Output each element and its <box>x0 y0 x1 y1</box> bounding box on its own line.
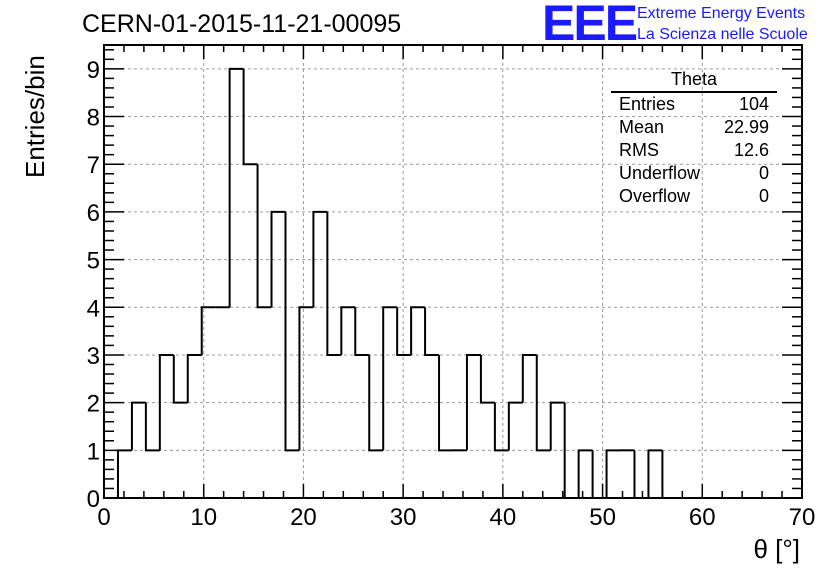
histogram-bin <box>438 354 453 452</box>
stats-label: RMS <box>619 140 659 160</box>
stats-row-underflow: Underflow 0 <box>611 162 777 185</box>
stats-title: Theta <box>611 68 777 93</box>
axis-ticks <box>103 45 803 499</box>
x-tick-label: 40 <box>490 504 517 531</box>
histogram-bin <box>130 401 146 451</box>
histogram-bin <box>312 210 328 308</box>
run-title: CERN-01-2015-11-21-00095 <box>82 10 402 38</box>
y-axis-label: Entries/bin <box>20 55 50 178</box>
stats-row-rms: RMS 12.6 <box>611 139 777 162</box>
histogram-bin <box>256 164 272 309</box>
histogram-bin <box>549 401 565 451</box>
histogram-bin <box>647 449 663 498</box>
histogram-bin <box>368 354 384 452</box>
x-tick-label: 30 <box>390 504 417 531</box>
histogram-bin <box>200 306 216 355</box>
stats-row-entries: Entries 104 <box>611 93 777 116</box>
histogram-bin <box>270 210 286 308</box>
x-tick-label: 60 <box>689 504 716 531</box>
histogram-bin <box>493 402 509 452</box>
x-tick-label: 10 <box>190 504 217 531</box>
stats-row-overflow: Overflow 0 <box>611 185 777 208</box>
histogram-bin <box>382 306 398 451</box>
y-tick-label: 9 <box>87 57 100 84</box>
histogram-bin <box>396 307 412 356</box>
histogram-bin <box>507 401 523 451</box>
y-tick-label: 3 <box>87 343 100 370</box>
histogram-bin <box>284 211 300 452</box>
histogram-bin <box>479 354 495 404</box>
stats-label: Mean <box>619 117 665 137</box>
histogram-bin <box>228 67 244 308</box>
histogram-bin <box>577 449 593 498</box>
y-tick-label: 6 <box>87 200 100 227</box>
stats-value: 12.6 <box>733 140 769 160</box>
logo-text: Extreme Energy Events La Scienza nelle S… <box>637 3 808 45</box>
stats-row-mean: Mean 22.99 <box>611 116 777 139</box>
y-tick-label: 7 <box>87 152 100 179</box>
histogram-bin <box>605 449 621 498</box>
histogram-bin <box>116 449 132 498</box>
histogram-bin <box>535 354 551 452</box>
eee-logo: EEE <box>542 0 638 51</box>
histogram-bin <box>354 307 370 356</box>
stats-label: Entries <box>619 94 676 114</box>
histogram-bin <box>186 353 202 403</box>
histogram-bin <box>521 353 537 403</box>
histogram-bin <box>424 307 440 356</box>
stats-value: 22.99 <box>723 117 769 137</box>
stats-label: Overflow <box>619 186 691 206</box>
logo-line-2: La Scienza nelle Scuole <box>637 26 808 43</box>
histogram-bin <box>298 306 314 451</box>
logo-line-1: Extreme Energy Events <box>637 5 806 22</box>
axis-tick-labels: 0 10 20 30 40 50 60 70 0 1 2 3 4 5 6 7 8 9 <box>87 57 816 531</box>
histogram-bin <box>158 353 174 451</box>
histogram-bin <box>172 354 188 404</box>
histogram-bin <box>633 450 649 499</box>
y-tick-label: 8 <box>87 105 100 132</box>
y-tick-label: 2 <box>87 391 100 418</box>
x-tick-label: 50 <box>589 504 616 531</box>
histogram-bin <box>242 68 258 166</box>
y-tick-label: 4 <box>87 295 100 322</box>
y-tick-label: 1 <box>87 438 100 465</box>
stats-value: 0 <box>758 163 769 183</box>
y-tick-label: 0 <box>87 486 100 513</box>
histogram-bin <box>144 402 160 452</box>
x-axis-label: θ [°] <box>753 534 800 564</box>
stats-box: Theta Entries 104 Mean 22.99 RMS 12.6 Un… <box>611 68 777 208</box>
x-tick-label: 70 <box>789 504 816 531</box>
histogram-bin <box>326 211 342 356</box>
stats-value: 0 <box>758 186 769 206</box>
x-tick-label: 20 <box>290 504 317 531</box>
histogram-bin <box>661 450 677 499</box>
stats-label: Underflow <box>619 163 701 183</box>
histogram-bin <box>591 450 607 499</box>
histogram-bin <box>410 306 426 355</box>
histogram-bin <box>340 306 356 355</box>
stats-value: 104 <box>738 94 769 114</box>
histogram-bin <box>465 353 481 451</box>
plot-frame <box>103 44 803 499</box>
x-tick-label: 0 <box>97 504 110 531</box>
y-tick-label: 5 <box>87 248 100 275</box>
